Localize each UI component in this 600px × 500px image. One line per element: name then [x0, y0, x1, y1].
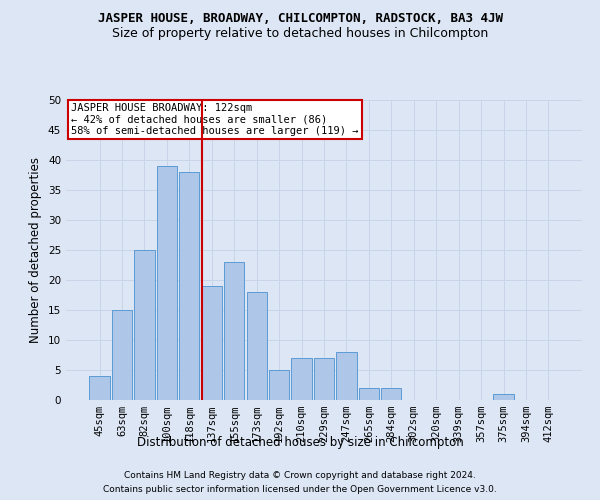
- Y-axis label: Number of detached properties: Number of detached properties: [29, 157, 43, 343]
- Bar: [269, 370, 289, 400]
- Bar: [224, 262, 244, 400]
- Text: Contains HM Land Registry data © Crown copyright and database right 2024.: Contains HM Land Registry data © Crown c…: [124, 472, 476, 480]
- Bar: [112, 310, 132, 400]
- Bar: [493, 394, 514, 400]
- Text: JASPER HOUSE, BROADWAY, CHILCOMPTON, RADSTOCK, BA3 4JW: JASPER HOUSE, BROADWAY, CHILCOMPTON, RAD…: [97, 12, 503, 26]
- Bar: [337, 352, 356, 400]
- Text: Size of property relative to detached houses in Chilcompton: Size of property relative to detached ho…: [112, 28, 488, 40]
- Bar: [89, 376, 110, 400]
- Bar: [247, 292, 267, 400]
- Bar: [202, 286, 222, 400]
- Bar: [381, 388, 401, 400]
- Text: Contains public sector information licensed under the Open Government Licence v3: Contains public sector information licen…: [103, 484, 497, 494]
- Bar: [292, 358, 311, 400]
- Text: JASPER HOUSE BROADWAY: 122sqm
← 42% of detached houses are smaller (86)
58% of s: JASPER HOUSE BROADWAY: 122sqm ← 42% of d…: [71, 103, 359, 136]
- Bar: [359, 388, 379, 400]
- Bar: [314, 358, 334, 400]
- Bar: [157, 166, 177, 400]
- Text: Distribution of detached houses by size in Chilcompton: Distribution of detached houses by size …: [137, 436, 463, 449]
- Bar: [179, 172, 199, 400]
- Bar: [134, 250, 155, 400]
